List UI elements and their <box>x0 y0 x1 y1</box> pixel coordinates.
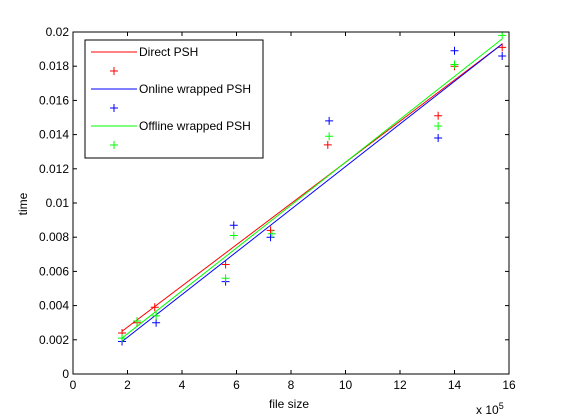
x-exponent-power: 5 <box>499 401 504 411</box>
y-tick-label: 0.004 <box>39 299 69 313</box>
data-point-series-2-8 <box>450 60 459 69</box>
y-axis-label: time <box>16 192 30 215</box>
data-point-series-2-5 <box>267 229 276 238</box>
legend-label-series-0: Direct PSH <box>139 45 198 59</box>
data-point-series-2-3 <box>221 274 230 283</box>
legend-marker-series-0 <box>110 67 118 75</box>
y-tick-label: 0.02 <box>46 25 70 39</box>
x-tick-label: 14 <box>448 378 462 392</box>
fit-line-series-2 <box>121 38 503 339</box>
data-point-series-1-1 <box>152 318 161 327</box>
data-point-series-1-7 <box>450 46 459 55</box>
legend-label-series-2: Offline wrapped PSH <box>139 119 251 133</box>
data-point-series-0-5 <box>323 140 332 149</box>
data-point-series-2-6 <box>325 132 334 141</box>
data-point-series-0-8 <box>498 43 507 52</box>
x-tick-label: 8 <box>288 378 295 392</box>
data-point-series-2-4 <box>229 231 238 240</box>
fit-line-series-0 <box>121 43 503 332</box>
y-tick-label: 0.006 <box>39 264 69 278</box>
data-point-series-0-6 <box>434 111 443 120</box>
y-tick-label: 0.012 <box>39 162 69 176</box>
legend-marker-series-2 <box>110 141 118 149</box>
x-axis-label: file size <box>269 397 309 411</box>
legend-label-series-1: Online wrapped PSH <box>139 82 251 96</box>
data-point-series-0-3 <box>221 260 230 269</box>
data-point-series-2-7 <box>434 122 443 131</box>
data-point-series-1-3 <box>229 221 238 230</box>
x-tick-label: 6 <box>233 378 240 392</box>
axes: 0 2 4 6 8 10 12 14 16 0 0.002 0.004 0.006 0.008 0.01 0.… <box>39 25 516 392</box>
data-point-series-2-2 <box>152 311 161 320</box>
data-point-series-1-8 <box>498 51 507 60</box>
y-tick-label: 0.008 <box>39 230 69 244</box>
plot-area <box>118 31 507 346</box>
x-tick-label: 10 <box>339 378 353 392</box>
y-tick-label: 0.002 <box>39 333 69 347</box>
data-point-series-2-9 <box>498 31 507 40</box>
data-point-series-1-6 <box>434 134 443 143</box>
legend-marker-series-1 <box>110 104 118 112</box>
data-point-series-0-2 <box>150 303 159 312</box>
x-tick-label: 4 <box>179 378 186 392</box>
y-tick-label: 0.018 <box>39 59 69 73</box>
legend: Direct PSH Online wrapped PSH Offline wrap… <box>84 39 264 159</box>
fit-line-series-1 <box>121 43 503 342</box>
data-point-series-2-1 <box>133 316 142 325</box>
data-point-series-2-0 <box>118 334 127 343</box>
data-point-series-1-5 <box>325 116 334 125</box>
x-tick-label: 12 <box>393 378 407 392</box>
y-tick-label: 0 <box>62 367 69 381</box>
x-exponent-label: x 105 <box>476 401 504 417</box>
x-tick-label: 0 <box>70 378 77 392</box>
y-tick-label: 0.014 <box>39 128 69 142</box>
legend-box <box>84 39 264 159</box>
x-tick-label: 2 <box>124 378 131 392</box>
x-tick-label: 16 <box>502 378 516 392</box>
data-point-series-0-4 <box>266 226 275 235</box>
x-exponent-base: x 10 <box>476 403 499 417</box>
data-point-series-1-4 <box>266 233 275 242</box>
y-tick-label: 0.016 <box>39 93 69 107</box>
y-tick-label: 0.01 <box>46 196 70 210</box>
